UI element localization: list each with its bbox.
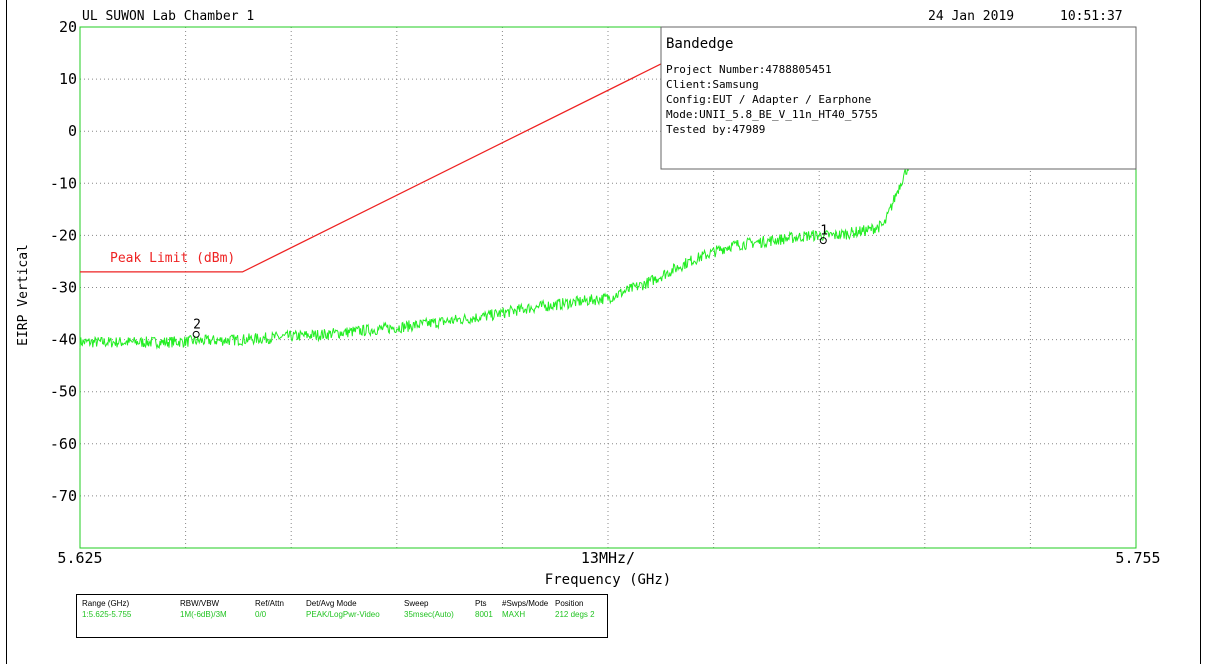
page-left-border [6, 0, 7, 664]
settings-header: #Swps/Mode [502, 599, 549, 608]
settings-col-det-avg: Det/Avg Mode PEAK/LogPwr-Video [306, 598, 380, 620]
x-axis-title: Frequency (GHz) [545, 572, 671, 588]
x-center-label: 13MHz/ [581, 549, 635, 567]
y-tick-label: -10 [50, 174, 77, 192]
y-axis-title: EIRP Vertical [16, 244, 31, 346]
settings-header: Ref/Attn [255, 599, 284, 608]
y-tick-label: -30 [50, 279, 77, 297]
x-start-label: 5.625 [57, 549, 102, 567]
date-label: 24 Jan 2019 [928, 9, 1014, 24]
marker-point [192, 330, 200, 338]
settings-header: Pts [475, 599, 487, 608]
marker-label: 2 [193, 317, 201, 332]
marker-group: 12 [192, 224, 828, 338]
x-stop-label: 5.755 [1115, 549, 1160, 567]
settings-value: 1:5.625-5.755 [82, 610, 132, 619]
y-tick-label: 0 [68, 122, 77, 140]
info-line-tested-by: Tested by:47989 [666, 123, 765, 136]
settings-header: Det/Avg Mode [306, 599, 357, 608]
y-tick-label: 20 [59, 18, 77, 36]
settings-value: 8001 [475, 610, 493, 619]
settings-col-position: Position 212 degs 2 [555, 598, 595, 620]
settings-value: 0/0 [255, 610, 267, 619]
y-tick-label: -40 [50, 331, 77, 349]
settings-col-pts: Pts 8001 [475, 598, 493, 620]
limit-line [80, 27, 738, 273]
settings-value: PEAK/LogPwr-Video [306, 610, 380, 619]
info-line-client: Client:Samsung [666, 78, 759, 91]
y-tick-labels: 20 10 0 -10 -20 -30 -40 -50 -60 -70 [50, 18, 77, 505]
y-tick-label: -70 [50, 487, 77, 505]
settings-col-sweep: Sweep 35msec(Auto) [404, 598, 454, 620]
settings-header: Sweep [404, 599, 429, 608]
plot-border [79, 26, 1137, 549]
settings-col-range: Range (GHz) 1:5.625-5.755 [82, 598, 131, 620]
y-tick-label: 10 [59, 70, 77, 88]
info-line-project: Project Number:4788805451 [666, 63, 832, 76]
marker-point [819, 237, 827, 245]
info-line-config: Config:EUT / Adapter / Earphone [666, 93, 871, 106]
settings-header: RBW/VBW [180, 599, 220, 608]
time-label: 10:51:37 [1060, 9, 1123, 24]
y-tick-label: -50 [50, 383, 77, 401]
settings-value: 212 degs 2 [555, 610, 595, 619]
settings-panel: Range (GHz) 1:5.625-5.755 RBW/VBW 1M(-6d… [76, 594, 608, 638]
lab-title: UL SUWON Lab Chamber 1 [82, 9, 254, 24]
settings-value: MAXH [502, 610, 526, 619]
y-tick-label: -60 [50, 435, 77, 453]
settings-col-ref-attn: Ref/Attn 0/0 [255, 598, 284, 620]
y-tick-label: -20 [50, 226, 77, 244]
info-line-mode: Mode:UNII_5.8_BE_V_11n_HT40_5755 [666, 108, 878, 121]
info-box [660, 26, 1137, 170]
settings-value: 1M(-6dB)/3M [180, 610, 227, 619]
info-title: Bandedge [666, 36, 733, 52]
limit-label: Peak Limit (dBm) [110, 251, 235, 266]
settings-col-rbw-vbw: RBW/VBW 1M(-6dB)/3M [180, 598, 227, 620]
settings-header: Range (GHz) [82, 599, 130, 608]
settings-header: Position [555, 599, 584, 608]
settings-value: 35msec(Auto) [404, 610, 454, 619]
settings-col-sweeps-mode: #Swps/Mode MAXH [502, 598, 548, 620]
marker-label: 1 [820, 224, 828, 239]
page-right-border [1200, 0, 1201, 664]
